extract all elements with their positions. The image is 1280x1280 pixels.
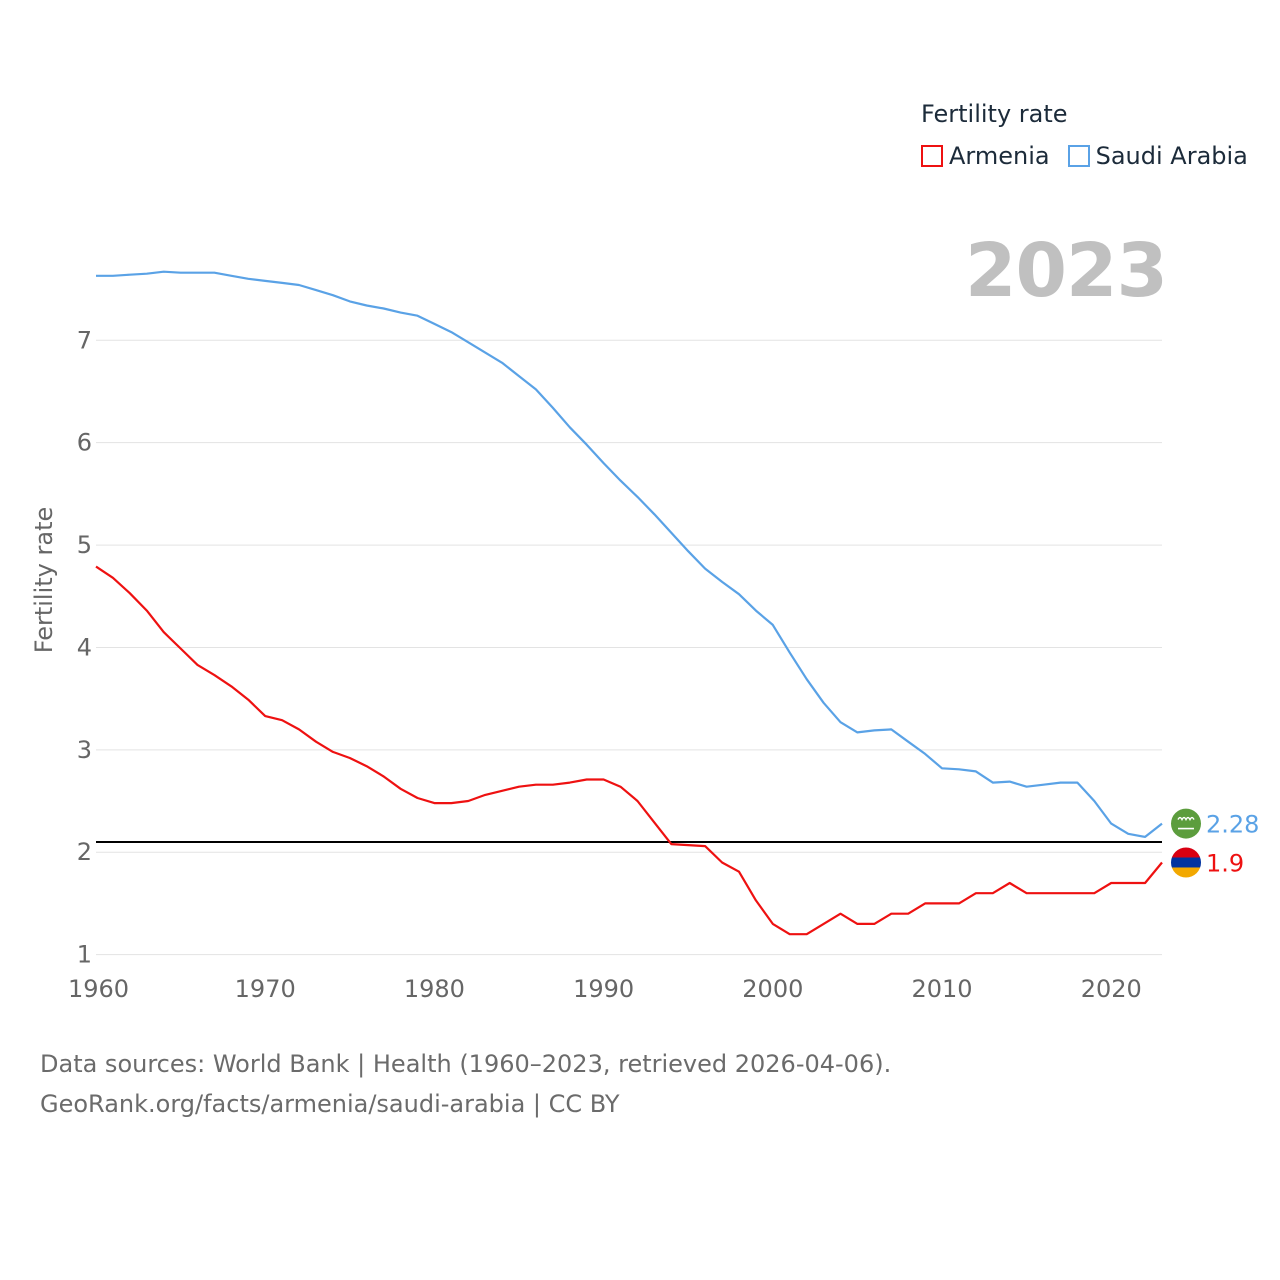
- x-tick-label: 2010: [911, 975, 972, 1003]
- series-lines: [95, 270, 1163, 936]
- x-tick-label: 2000: [742, 975, 803, 1003]
- legend-item-armenia[interactable]: Armenia: [921, 142, 1050, 170]
- legend-item-saudi-arabia[interactable]: Saudi Arabia: [1067, 142, 1248, 170]
- legend-title: Fertility rate: [921, 100, 1068, 128]
- series-line-armenia[interactable]: [95, 565, 1163, 936]
- sources-line-1: Data sources: World Bank | Health (1960–…: [40, 1050, 892, 1078]
- legend-swatch-saudi-arabia: [1067, 145, 1090, 167]
- end-value-label-armenia: 1.9: [1206, 849, 1244, 877]
- x-tick-label: 1990: [573, 975, 634, 1003]
- y-tick-label: 6: [77, 429, 92, 457]
- series-end-markers: 1.9 2.28: [1171, 808, 1259, 878]
- legend-swatch-armenia: [921, 145, 943, 167]
- x-axis-ticks: 1960 1970 1980 1990 2000 2010 2020: [68, 975, 1142, 1003]
- y-axis-ticks: 1 2 3 4 5 6 7: [77, 326, 92, 968]
- y-tick-label: 7: [77, 326, 92, 354]
- y-tick-label: 3: [77, 736, 92, 764]
- data-sources: Data sources: World Bank | Health (1960–…: [40, 1044, 891, 1124]
- series-line-saudi-arabia[interactable]: [96, 270, 1163, 839]
- y-tick-label: 2: [77, 838, 92, 866]
- sources-line-2[interactable]: GeoRank.org/facts/armenia/saudi-arabia |…: [40, 1090, 620, 1118]
- flag-icon-armenia: [1171, 847, 1201, 878]
- y-tick-label: 4: [77, 633, 92, 661]
- x-tick-label: 1970: [235, 975, 296, 1003]
- x-tick-label: 1980: [404, 975, 465, 1003]
- flag-icon-saudi-arabia: [1171, 808, 1201, 839]
- x-tick-label: 2020: [1081, 975, 1142, 1003]
- y-tick-label: 5: [77, 531, 92, 559]
- legend: Armenia Saudi Arabia: [921, 142, 1248, 170]
- legend-label-saudi-arabia: Saudi Arabia: [1095, 142, 1248, 170]
- legend-label-armenia: Armenia: [949, 142, 1050, 170]
- year-stamp: 2023: [965, 228, 1168, 314]
- y-tick-label: 1: [77, 941, 92, 969]
- y-axis-label: Fertility rate: [30, 507, 58, 654]
- x-tick-label: 1960: [68, 975, 129, 1003]
- end-value-label-saudi-arabia: 2.28: [1206, 811, 1259, 839]
- gridlines: [96, 339, 1162, 956]
